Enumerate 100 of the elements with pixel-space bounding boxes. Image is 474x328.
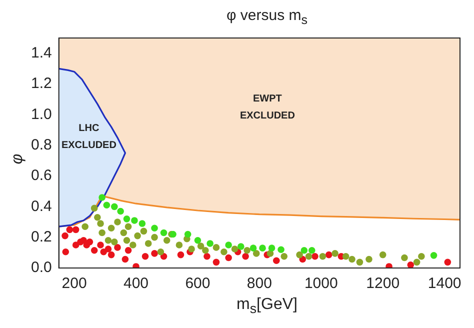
point <box>176 242 183 248</box>
point <box>163 237 170 244</box>
point <box>124 246 132 254</box>
point <box>117 208 124 215</box>
point <box>202 246 209 254</box>
point <box>250 244 257 252</box>
point <box>130 242 136 248</box>
point <box>194 237 202 244</box>
point <box>430 252 438 259</box>
point <box>206 240 214 247</box>
point <box>225 242 232 248</box>
point <box>184 230 192 238</box>
point <box>122 256 129 263</box>
point <box>134 232 141 240</box>
point <box>418 252 425 260</box>
x-axis-title: m$_{s}$[GeV] <box>236 296 298 316</box>
point <box>103 202 110 209</box>
point <box>300 246 308 254</box>
point <box>90 204 98 212</box>
point <box>348 256 356 263</box>
point <box>319 252 326 260</box>
point <box>413 258 420 266</box>
point <box>62 248 70 256</box>
point <box>278 246 284 253</box>
point <box>444 258 452 266</box>
point <box>110 203 118 210</box>
point <box>110 238 118 246</box>
point <box>356 258 364 266</box>
point <box>72 226 80 234</box>
point <box>268 244 276 252</box>
point <box>259 244 266 252</box>
point <box>325 251 332 258</box>
point <box>151 224 158 232</box>
point <box>212 258 220 266</box>
y-tick-label: 1.0 <box>30 106 52 123</box>
point <box>197 242 204 250</box>
point <box>242 252 249 260</box>
point <box>138 220 146 227</box>
point <box>98 229 106 236</box>
annotation: LHC EXCLUDED <box>61 123 116 152</box>
x-tick-label: 1400 <box>428 275 462 292</box>
point <box>82 223 88 230</box>
y-tick-label: 0.4 <box>30 198 52 215</box>
point <box>108 224 115 232</box>
point <box>188 246 195 252</box>
point <box>204 252 210 260</box>
point <box>386 263 392 268</box>
point <box>273 257 280 264</box>
point <box>114 218 121 226</box>
point <box>90 246 98 254</box>
point <box>104 237 112 244</box>
point <box>366 256 372 263</box>
y-tick-label: 0.2 <box>30 228 52 246</box>
point <box>114 244 121 251</box>
point <box>160 229 168 236</box>
point <box>132 263 140 268</box>
y-tick-label: 1.4 <box>30 44 52 62</box>
point <box>157 248 164 256</box>
point <box>97 220 104 227</box>
point <box>342 252 350 260</box>
point <box>124 223 132 230</box>
point <box>108 251 115 258</box>
point <box>86 238 94 246</box>
point <box>280 252 288 260</box>
point <box>379 251 386 258</box>
point <box>407 262 414 268</box>
point <box>142 252 149 260</box>
y-tick-label: 0.8 <box>30 136 52 154</box>
point <box>62 232 68 240</box>
point <box>151 250 158 257</box>
point <box>144 240 152 247</box>
point <box>312 252 318 260</box>
y-tick-label: 0.6 <box>30 167 52 184</box>
point <box>225 254 232 262</box>
point <box>140 228 148 235</box>
point <box>308 246 316 254</box>
y-tick-label: 1.2 <box>30 75 52 92</box>
point <box>66 226 74 234</box>
annotation: EWPT EXCLUDED <box>240 93 295 122</box>
point <box>252 250 260 257</box>
point <box>332 250 338 257</box>
point <box>238 243 244 250</box>
x-tick-label: 600 <box>185 275 210 292</box>
point <box>120 229 128 236</box>
x-tick-label: 1200 <box>366 275 400 292</box>
point <box>212 244 220 251</box>
point <box>104 246 112 252</box>
x-tick-label: 400 <box>123 275 149 292</box>
point <box>151 234 158 241</box>
x-tick-label: 1000 <box>304 275 338 292</box>
point <box>401 254 408 262</box>
point <box>94 214 101 221</box>
point <box>296 251 303 258</box>
point <box>231 246 238 252</box>
point <box>98 194 106 201</box>
point <box>244 246 250 254</box>
point <box>131 217 138 224</box>
point <box>123 237 130 244</box>
point <box>123 216 130 222</box>
point <box>220 248 228 256</box>
